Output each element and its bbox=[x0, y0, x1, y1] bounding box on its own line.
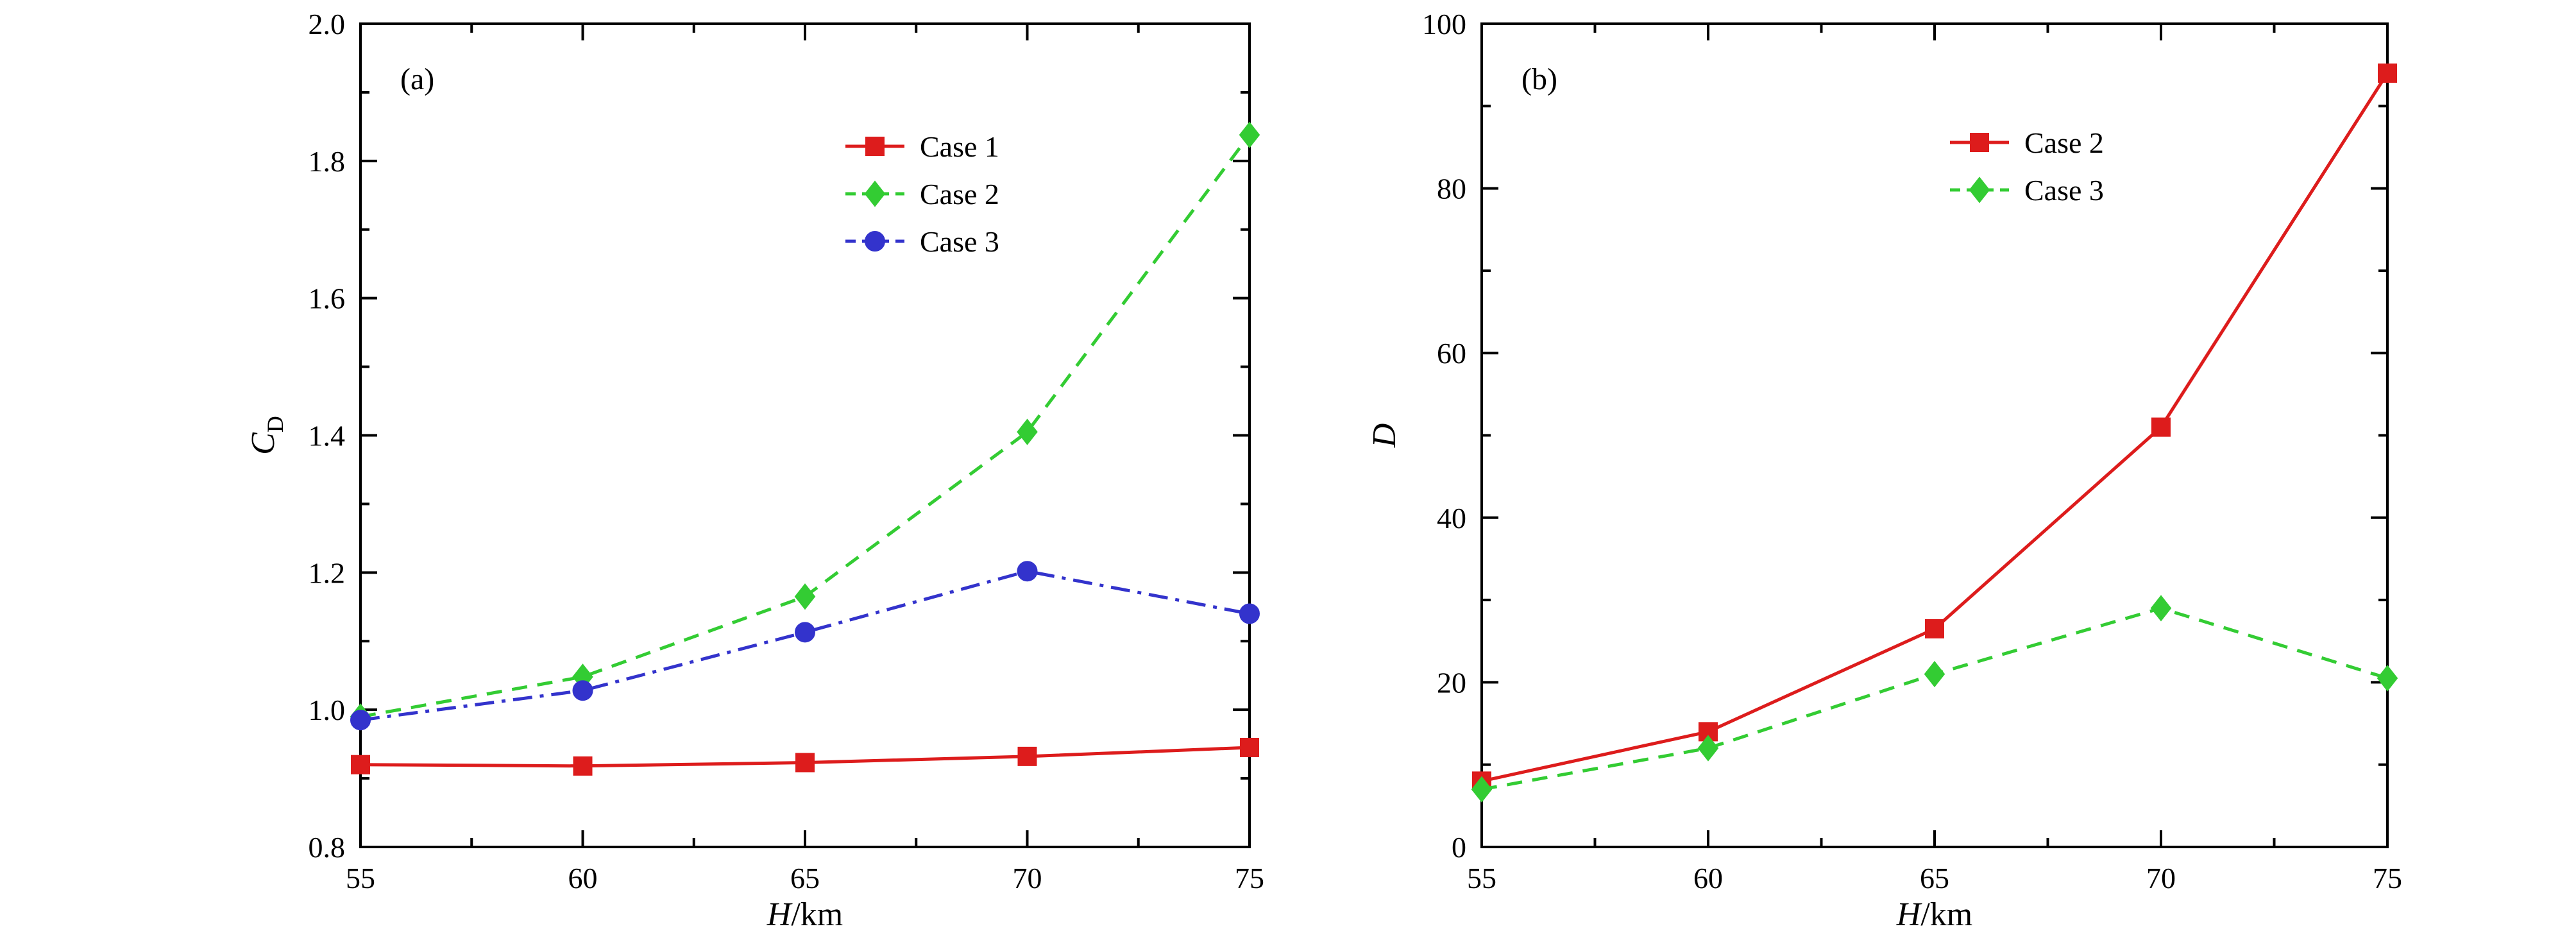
square-marker-case-1 bbox=[1017, 746, 1037, 766]
y-tick-label: 1.2 bbox=[309, 556, 346, 589]
square-marker-case-2 bbox=[2378, 63, 2397, 83]
x-tick-label: 60 bbox=[568, 862, 598, 894]
diamond-marker-legend-case-2 bbox=[864, 180, 886, 207]
y-axis-label: CD bbox=[245, 416, 288, 455]
diamond-marker-case-2 bbox=[1239, 121, 1260, 148]
legend-label: Case 3 bbox=[920, 225, 999, 258]
x-tick-label: 75 bbox=[1235, 862, 1264, 894]
legend-label: Case 3 bbox=[2024, 174, 2104, 207]
axes-frame bbox=[1480, 22, 2389, 848]
y-tick-label: 40 bbox=[1437, 502, 1466, 534]
square-marker-legend-case-1 bbox=[865, 137, 885, 156]
x-tick-label: 55 bbox=[346, 862, 375, 894]
legend-label: Case 2 bbox=[2024, 126, 2104, 159]
x-tick-label: 70 bbox=[2146, 862, 2176, 894]
x-tick-label: 55 bbox=[1467, 862, 1496, 894]
diamond-marker-case-3 bbox=[2150, 595, 2172, 622]
x-tick-label: 65 bbox=[790, 862, 820, 894]
diamond-marker-case-3 bbox=[1924, 660, 1945, 688]
square-marker-case-2 bbox=[2151, 417, 2171, 437]
y-tick-label: 60 bbox=[1437, 337, 1466, 370]
y-tick-label: 1.6 bbox=[309, 282, 346, 315]
y-tick-label: 2.0 bbox=[309, 8, 346, 40]
x-tick-label: 60 bbox=[1693, 862, 1723, 894]
y-tick-label: 1.0 bbox=[309, 694, 346, 726]
axes-frame bbox=[359, 22, 1251, 848]
circle-marker-case-3 bbox=[795, 622, 815, 643]
legend-entry-case-3: Case 3 bbox=[1950, 174, 2104, 207]
y-tick-label: 1.4 bbox=[309, 420, 346, 452]
panel-label-b: (b) bbox=[1521, 62, 1557, 96]
diamond-marker-legend-case-3 bbox=[1969, 176, 1990, 203]
square-marker-case-1 bbox=[573, 756, 593, 776]
x-axis-label: H/km bbox=[767, 896, 843, 933]
y-tick-label: 80 bbox=[1437, 173, 1466, 205]
x-tick-label: 70 bbox=[1013, 862, 1042, 894]
legend-label: Case 2 bbox=[920, 178, 999, 210]
circle-marker-case-3 bbox=[1017, 561, 1038, 582]
y-tick-label: 0.8 bbox=[309, 831, 346, 864]
square-marker-legend-case-2 bbox=[1970, 133, 1989, 152]
legend-label: Case 1 bbox=[920, 130, 999, 163]
legend-entry-case-1: Case 1 bbox=[845, 130, 999, 163]
x-tick-label: 75 bbox=[2373, 862, 2402, 894]
panel-label-a: (a) bbox=[400, 62, 434, 96]
diamond-marker-case-2 bbox=[1017, 418, 1038, 445]
circle-marker-case-3 bbox=[350, 710, 371, 731]
square-marker-case-1 bbox=[1240, 737, 1259, 757]
x-axis-label: H/km bbox=[1896, 896, 1972, 933]
square-marker-case-1 bbox=[795, 753, 815, 773]
diamond-marker-case-3 bbox=[2377, 665, 2398, 692]
y-tick-label: 0 bbox=[1452, 831, 1466, 864]
circle-marker-legend-case-3 bbox=[865, 231, 885, 252]
legend-entry-case-3: Case 3 bbox=[845, 225, 999, 258]
panel-b: 55 60 65 70 75 0 20 40 60 80 100 H/km D (b) Case 2 Case… bbox=[1366, 8, 2402, 933]
y-axis-label: D bbox=[1366, 423, 1403, 449]
y-tick-label: 20 bbox=[1437, 666, 1466, 699]
diamond-marker-case-3 bbox=[1697, 735, 1719, 762]
legend-entry-case-2: Case 2 bbox=[845, 178, 999, 210]
x-tick-label: 65 bbox=[1920, 862, 1949, 894]
circle-marker-case-3 bbox=[572, 680, 593, 701]
diamond-marker-case-3 bbox=[1471, 776, 1493, 803]
y-tick-label: 1.8 bbox=[309, 145, 346, 178]
diamond-marker-case-2 bbox=[794, 583, 816, 610]
square-marker-case-2 bbox=[1925, 619, 1944, 639]
square-marker-case-1 bbox=[351, 755, 370, 774]
legend-entry-case-2: Case 2 bbox=[1950, 126, 2104, 159]
y-tick-label: 100 bbox=[1422, 8, 1466, 40]
panel-a: 55 60 65 70 75 0.8 1.0 1.2 1.4 1.6 1.8 2.0 H/km CD (a)… bbox=[245, 8, 1264, 933]
circle-marker-case-3 bbox=[1239, 603, 1260, 624]
